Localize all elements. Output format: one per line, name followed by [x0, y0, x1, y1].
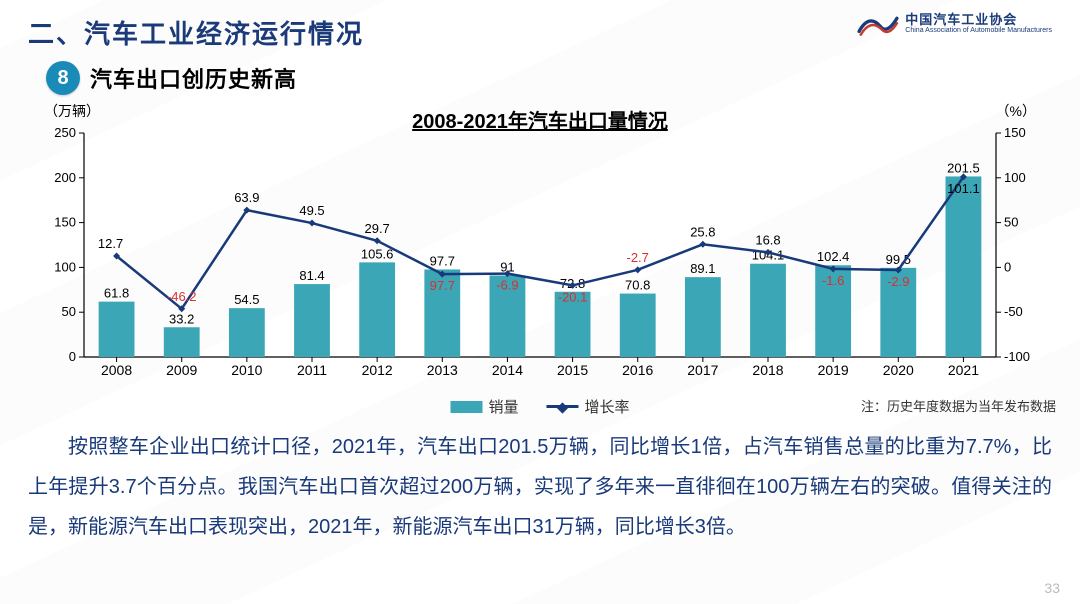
subtitle: 汽车出口创历史新高 — [90, 62, 297, 94]
svg-text:250: 250 — [54, 125, 76, 140]
svg-text:102.4: 102.4 — [817, 249, 850, 264]
svg-text:-100: -100 — [1004, 349, 1030, 364]
svg-text:2010: 2010 — [231, 362, 262, 378]
svg-text:0: 0 — [1004, 259, 1011, 274]
svg-text:201.5: 201.5 — [947, 160, 980, 175]
svg-text:81.4: 81.4 — [299, 268, 324, 283]
svg-text:2008: 2008 — [101, 362, 132, 378]
legend-bars: 销量 — [450, 396, 518, 417]
subtitle-row: 8 汽车出口创历史新高 — [46, 61, 1052, 95]
svg-text:49.5: 49.5 — [299, 203, 324, 218]
svg-text:2011: 2011 — [297, 362, 327, 378]
svg-text:97.7: 97.7 — [430, 278, 455, 293]
svg-text:2014: 2014 — [492, 362, 523, 378]
legend-line-label: 增长率 — [585, 396, 630, 417]
svg-text:101.1: 101.1 — [947, 181, 980, 196]
svg-text:25.8: 25.8 — [690, 224, 715, 239]
svg-text:63.9: 63.9 — [234, 190, 259, 205]
svg-text:33.2: 33.2 — [169, 311, 194, 326]
org-logo: 中国汽车工业协会 China Association of Automobile… — [857, 10, 1052, 38]
legend-bar-label: 销量 — [488, 396, 518, 417]
svg-text:2018: 2018 — [752, 362, 783, 378]
logo-text-cn: 中国汽车工业协会 — [905, 13, 1052, 27]
section-number-badge: 8 — [46, 61, 80, 95]
svg-text:2009: 2009 — [166, 362, 197, 378]
left-axis-unit: （万辆） — [44, 101, 100, 121]
svg-text:2016: 2016 — [622, 362, 653, 378]
logo-icon — [857, 10, 899, 38]
svg-text:-6.9: -6.9 — [496, 278, 518, 293]
chart-note: 注：历史年度数据为当年发布数据 — [861, 396, 1056, 415]
right-axis-unit: （%） — [996, 101, 1036, 121]
svg-text:2019: 2019 — [818, 362, 849, 378]
svg-text:61.8: 61.8 — [104, 286, 129, 301]
svg-text:2015: 2015 — [557, 362, 588, 378]
svg-text:89.1: 89.1 — [690, 261, 715, 276]
svg-text:-2.7: -2.7 — [627, 250, 649, 265]
svg-text:105.6: 105.6 — [361, 246, 394, 261]
body-paragraph: 按照整车企业出口统计口径，2021年，汽车出口201.5万辆，同比增长1倍，占汽… — [28, 427, 1052, 547]
svg-text:-1.6: -1.6 — [822, 273, 844, 288]
svg-text:2017: 2017 — [687, 362, 718, 378]
svg-text:-50: -50 — [1004, 304, 1023, 319]
header: 二、汽车工业经济运行情况 中国汽车工业协会 China Association … — [0, 0, 1080, 95]
combo-chart: 0 50 100 150 200 250 -100 -50 0 50 100 150 2008 61.8 2… — [24, 125, 1056, 385]
svg-text:16.8: 16.8 — [755, 232, 780, 247]
legend-line: 增长率 — [547, 396, 630, 417]
svg-text:150: 150 — [54, 215, 76, 230]
svg-text:2013: 2013 — [427, 362, 458, 378]
svg-text:100: 100 — [1004, 170, 1026, 185]
svg-text:2021: 2021 — [948, 362, 979, 378]
svg-text:-46.2: -46.2 — [167, 289, 197, 304]
page-number: 33 — [1044, 580, 1060, 596]
legend-bar-swatch — [450, 401, 482, 413]
svg-text:-2.9: -2.9 — [887, 274, 909, 289]
svg-text:0: 0 — [69, 349, 76, 364]
svg-text:70.8: 70.8 — [625, 278, 650, 293]
svg-text:200: 200 — [54, 170, 76, 185]
legend-line-swatch — [547, 405, 579, 408]
svg-text:50: 50 — [62, 304, 76, 319]
svg-text:-20.1: -20.1 — [558, 289, 588, 304]
svg-text:54.5: 54.5 — [234, 292, 259, 307]
svg-text:150: 150 — [1004, 125, 1026, 140]
svg-text:12.7: 12.7 — [98, 236, 123, 251]
svg-text:50: 50 — [1004, 215, 1018, 230]
svg-text:100: 100 — [54, 259, 76, 274]
svg-text:97.7: 97.7 — [430, 253, 455, 268]
chart-container: （万辆） （%） 2008-2021年汽车出口量情况 0501001502002… — [24, 101, 1056, 421]
logo-text-en: China Association of Automobile Manufact… — [905, 27, 1052, 35]
svg-text:2020: 2020 — [883, 362, 914, 378]
svg-text:2012: 2012 — [362, 362, 393, 378]
legend: 销量 增长率 — [450, 396, 629, 417]
svg-text:29.7: 29.7 — [364, 221, 389, 236]
